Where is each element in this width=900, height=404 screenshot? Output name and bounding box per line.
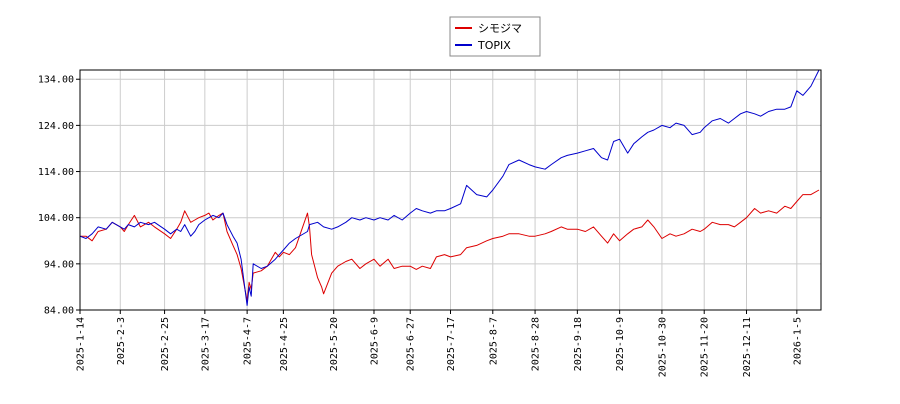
x-tick-label: 2025-7-17 [446,317,457,371]
y-tick-label: 94.00 [44,259,74,270]
y-tick-label: 124.00 [38,121,74,132]
legend-label: TOPIX [477,39,511,52]
legend-box [449,16,541,57]
series-layer [79,69,820,306]
y-axis: 84.00 94.00 104.00 114.00 124.00 134.00 [38,75,80,317]
x-tick-label: 2025-5-20 [329,317,340,371]
x-tick-label: 2025-11-20 [700,317,711,377]
x-axis: 2025-1-14 2025-2-3 2025-2-25 2025-3-17 2025-… [76,310,803,377]
y-tick-label: 84.00 [44,306,74,317]
x-tick-label: 2025-10-9 [615,317,626,371]
legend: シモジマ TOPIX [449,16,541,57]
y-tick-label: 114.00 [38,167,74,178]
x-tick-label: 2025-9-18 [573,317,584,371]
x-tick-label: 2025-8-28 [531,317,542,371]
x-tick-label: 2025-4-25 [279,317,290,371]
x-tick-label: 2025-12-11 [742,317,753,377]
series-line-shimojima [80,189,820,302]
x-tick-label: 2025-2-25 [160,317,171,371]
y-tick-label: 104.00 [38,213,74,224]
x-tick-label: 2025-4-7 [243,317,254,365]
x-tick-label: 2026-1-5 [792,317,803,365]
x-tick-label: 2025-8-7 [488,317,499,365]
series-line-topix [79,69,820,306]
legend-label: シモジマ [478,22,522,35]
x-tick-label: 2025-10-30 [657,317,668,377]
x-tick-label: 2025-1-14 [76,317,87,371]
grid-layer [79,70,821,311]
x-tick-label: 2025-3-17 [200,317,211,371]
x-tick-label: 2025-2-3 [116,317,127,365]
x-tick-label: 2025-6-9 [369,317,380,365]
y-tick-label: 134.00 [38,75,74,86]
x-tick-label: 2025-6-27 [406,317,417,371]
